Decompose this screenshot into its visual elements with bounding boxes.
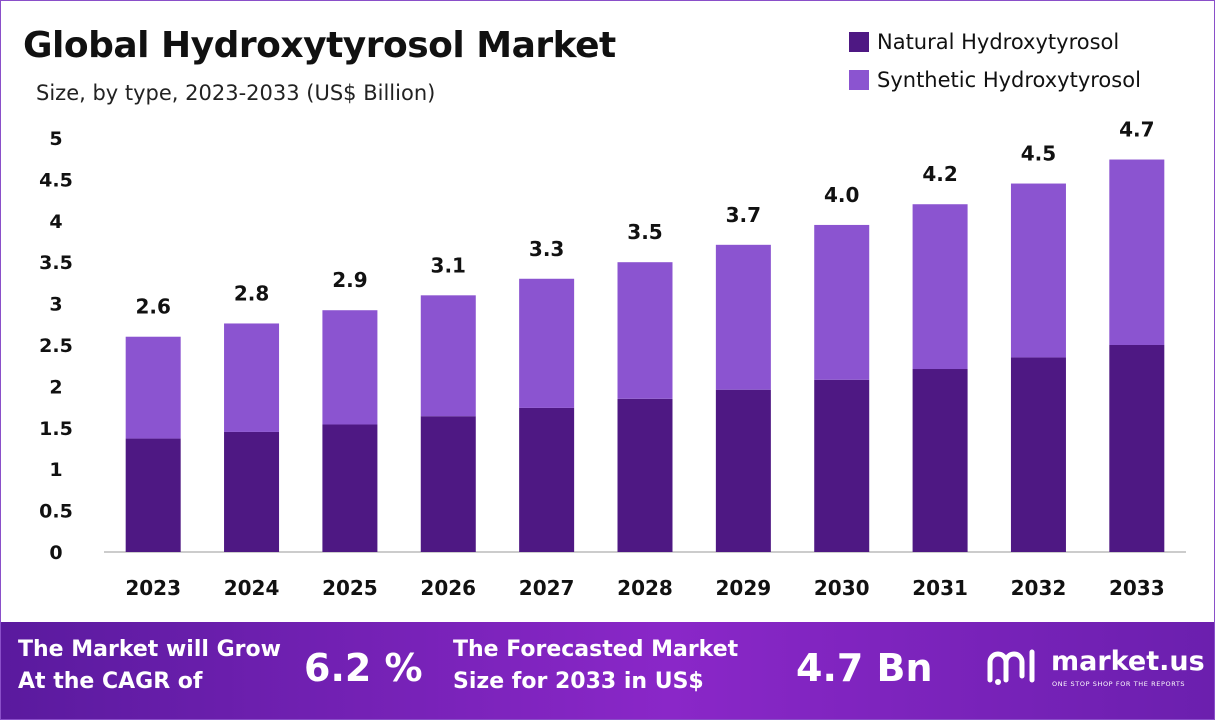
x-tick-label: 2031 (912, 576, 968, 600)
bar-segment-synthetic (224, 323, 280, 432)
legend-swatch-natural (849, 32, 869, 52)
forecast-label-line1: The Forecasted Market (453, 637, 739, 662)
cagr-label: The Market will Grow At the CAGR of (18, 634, 281, 698)
bar-segment-synthetic (912, 204, 968, 370)
bar-segment-synthetic (617, 262, 673, 399)
brand-tagline: ONE STOP SHOP FOR THE REPORTS (1052, 680, 1186, 688)
x-tick-label: 2026 (420, 576, 476, 600)
data-label-total: 3.3 (529, 237, 564, 261)
x-tick-label: 2030 (814, 576, 870, 600)
bar-segment-synthetic (715, 244, 771, 390)
chart-subtitle: Size, by type, 2023-2033 (US$ Billion) (36, 81, 436, 105)
cagr-value: 6.2 % (304, 646, 423, 690)
data-label-total: 4.2 (922, 162, 957, 186)
chart-title: Global Hydroxytyrosol Market (23, 25, 616, 66)
forecast-label-line2: Size for 2033 in US$ (453, 669, 704, 694)
bar-segment-synthetic (322, 310, 378, 425)
forecast-label: The Forecasted Market Size for 2033 in U… (453, 634, 738, 698)
bar-segment-natural (125, 438, 181, 552)
x-tick-label: 2025 (322, 576, 378, 600)
brand-name: market.us (1051, 646, 1205, 677)
data-label-total: 3.7 (726, 203, 761, 227)
bar-segment-synthetic (814, 224, 870, 380)
bar-segment-natural (322, 424, 378, 552)
x-tick-label: 2033 (1109, 576, 1165, 600)
x-tick-label: 2029 (716, 576, 772, 600)
bar-segment-natural (224, 431, 280, 552)
y-tick-label: 2 (49, 376, 62, 398)
x-tick-label: 2024 (224, 576, 280, 600)
legend-label-natural: Natural Hydroxytyrosol (877, 30, 1120, 54)
data-label-total: 2.8 (234, 281, 269, 305)
bar-segment-natural (715, 389, 771, 552)
data-label-total: 2.6 (135, 295, 170, 319)
y-tick-label: 4.5 (39, 169, 73, 191)
data-label-total: 3.5 (627, 220, 662, 244)
bar-segment-synthetic (1010, 183, 1066, 358)
x-tick-label: 2032 (1011, 576, 1067, 600)
bar-segment-synthetic (420, 295, 476, 417)
y-tick-label: 3.5 (39, 252, 73, 274)
cagr-label-line2: At the CAGR of (18, 669, 203, 694)
y-tick-label: 5 (49, 128, 62, 150)
y-tick-label: 0.5 (39, 501, 73, 523)
data-label-total: 4.0 (824, 183, 859, 207)
bar-segment-natural (519, 407, 575, 552)
legend-item-natural: Natural Hydroxytyrosol (849, 23, 1141, 61)
y-tick-label: 1.5 (39, 418, 73, 440)
x-tick-label: 2028 (617, 576, 673, 600)
bar-segment-synthetic (1109, 159, 1165, 345)
legend-label-synthetic: Synthetic Hydroxytyrosol (877, 68, 1141, 92)
bar-segment-synthetic (125, 336, 181, 439)
legend-item-synthetic: Synthetic Hydroxytyrosol (849, 61, 1141, 99)
bar-segment-synthetic (519, 278, 575, 408)
forecast-value: 4.7 Bn (796, 646, 933, 690)
bar-segment-natural (617, 398, 673, 552)
y-tick-label: 4 (49, 211, 62, 233)
data-label-total: 3.1 (431, 253, 466, 277)
y-tick-label: 3 (49, 294, 62, 316)
y-tick-label: 1 (49, 459, 62, 481)
data-label-total: 2.9 (332, 268, 367, 292)
bar-segment-natural (1109, 345, 1165, 552)
legend-swatch-synthetic (849, 70, 869, 90)
y-tick-label: 2.5 (39, 335, 73, 357)
bar-segment-natural (420, 416, 476, 552)
y-tick-label: 0 (49, 542, 62, 564)
bar-segment-natural (1010, 357, 1066, 552)
footer-banner: The Market will Grow At the CAGR of 6.2 … (1, 622, 1214, 719)
legend: Natural Hydroxytyrosol Synthetic Hydroxy… (849, 23, 1141, 99)
x-tick-label: 2027 (519, 576, 575, 600)
bar-chart: 0 0.5 1 1.5 2 2.5 3 3.5 4 4.5 5 2.6 2023 2.8 2024 2.9 20… (39, 118, 1186, 600)
brand[interactable]: market.us ONE STOP SHOP FOR THE REPORTS (986, 646, 1206, 706)
market-us-logo-icon (987, 649, 1035, 685)
bar-segment-natural (912, 369, 968, 552)
x-tick-label: 2023 (125, 576, 181, 600)
data-label-total: 4.5 (1021, 142, 1056, 166)
data-label-total: 4.7 (1119, 118, 1154, 142)
bar-segment-natural (814, 379, 870, 552)
cagr-label-line1: The Market will Grow (18, 637, 281, 662)
